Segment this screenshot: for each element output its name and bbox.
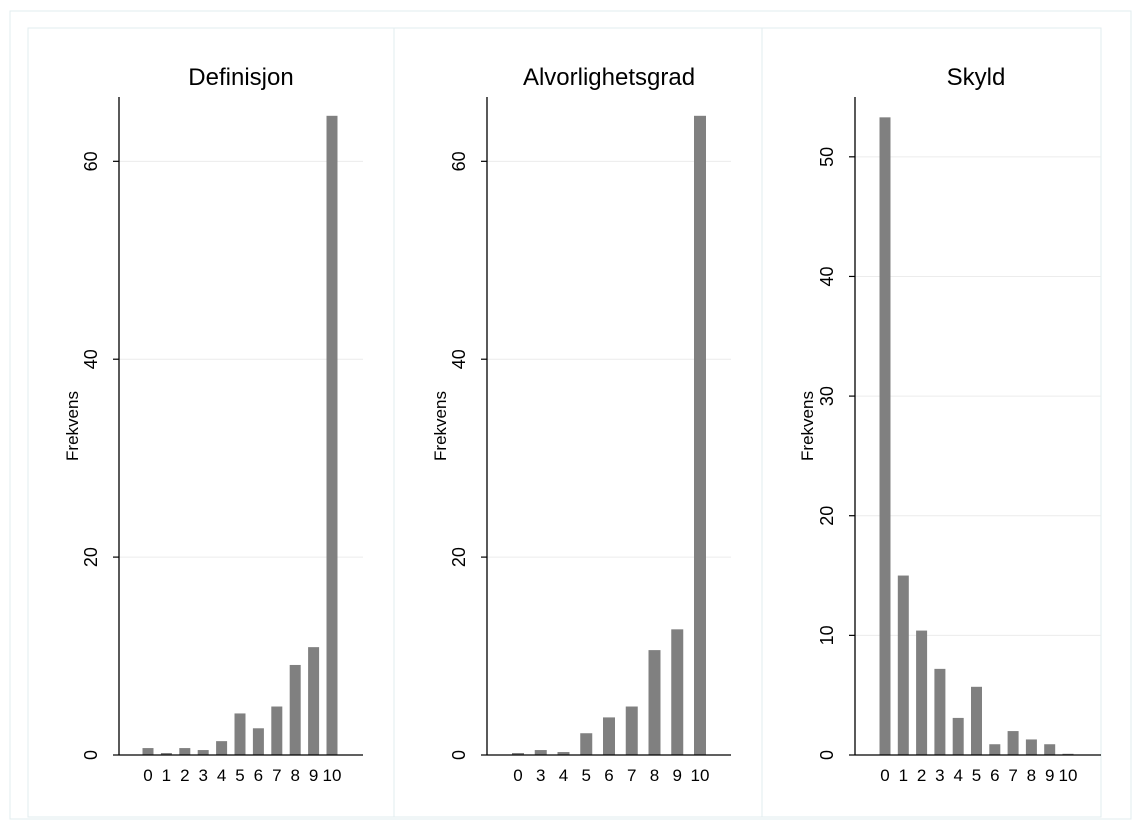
y-tick-label: 20 bbox=[817, 506, 837, 526]
figure-border bbox=[9, 10, 1132, 820]
bar-4 bbox=[216, 741, 228, 755]
bar-5 bbox=[971, 686, 982, 755]
x-tick-label: 6 bbox=[604, 766, 613, 785]
bar-0 bbox=[512, 753, 524, 755]
bar-2 bbox=[179, 748, 191, 755]
bar-8 bbox=[289, 664, 301, 755]
bar-0 bbox=[142, 748, 154, 755]
x-tick-label: 1 bbox=[899, 766, 908, 785]
y-tick-label: 0 bbox=[817, 750, 837, 760]
bar-3 bbox=[934, 668, 946, 755]
bar-1 bbox=[897, 575, 909, 755]
chart-title: Alvorlighetsgrad bbox=[523, 64, 695, 91]
bar-7 bbox=[625, 706, 638, 755]
x-tick-label: 4 bbox=[953, 766, 962, 785]
x-tick-label: 8 bbox=[290, 766, 299, 785]
x-tick-label: 8 bbox=[650, 766, 659, 785]
x-tick-label: 3 bbox=[536, 766, 545, 785]
x-tick-label: 10 bbox=[1059, 766, 1078, 785]
y-tick-label: 0 bbox=[449, 750, 469, 760]
x-tick-label: 9 bbox=[1045, 766, 1054, 785]
y-tick-label: 20 bbox=[81, 547, 101, 567]
x-tick-label: 9 bbox=[309, 766, 318, 785]
bar-10 bbox=[694, 115, 706, 756]
bar-5 bbox=[580, 733, 593, 755]
y-tick-label: 10 bbox=[817, 625, 837, 645]
bar-4 bbox=[557, 752, 570, 755]
y-axis-label: Frekvens bbox=[63, 391, 82, 461]
x-tick-label: 7 bbox=[272, 766, 281, 785]
x-tick-label: 10 bbox=[691, 766, 710, 785]
y-tick-label: 60 bbox=[449, 151, 469, 171]
x-tick-label: 4 bbox=[559, 766, 568, 785]
x-tick-label: 7 bbox=[1008, 766, 1017, 785]
x-tick-label: 5 bbox=[582, 766, 591, 785]
y-tick-label: 60 bbox=[81, 151, 101, 171]
x-tick-label: 1 bbox=[162, 766, 171, 785]
bar-2 bbox=[916, 630, 928, 755]
x-tick-label: 7 bbox=[627, 766, 636, 785]
bar-5 bbox=[234, 713, 246, 755]
y-tick-label: 40 bbox=[817, 266, 837, 286]
bar-6 bbox=[252, 728, 264, 755]
x-tick-label: 0 bbox=[513, 766, 522, 785]
bar-3 bbox=[534, 750, 547, 755]
x-tick-label: 0 bbox=[143, 766, 152, 785]
x-tick-label: 3 bbox=[198, 766, 207, 785]
x-tick-label: 10 bbox=[323, 766, 342, 785]
bar-4 bbox=[952, 717, 964, 755]
x-tick-label: 6 bbox=[990, 766, 999, 785]
panel-border bbox=[761, 27, 1102, 818]
bar-7 bbox=[271, 706, 283, 755]
y-tick-label: 50 bbox=[817, 147, 837, 167]
x-tick-label: 4 bbox=[217, 766, 226, 785]
bar-3 bbox=[197, 750, 209, 755]
x-tick-label: 9 bbox=[673, 766, 682, 785]
bar-8 bbox=[1025, 739, 1037, 755]
chart-title: Definisjon bbox=[188, 64, 293, 91]
y-tick-label: 0 bbox=[81, 750, 101, 760]
bar-6 bbox=[603, 717, 615, 755]
y-axis-label: Frekvens bbox=[798, 391, 817, 461]
bar-8 bbox=[648, 650, 661, 755]
bar-9 bbox=[1044, 744, 1056, 755]
bar-7 bbox=[1007, 731, 1019, 755]
panel-border bbox=[27, 27, 395, 818]
chart-title: Skyld bbox=[947, 64, 1006, 91]
bar-9 bbox=[308, 647, 320, 755]
x-tick-label: 8 bbox=[1027, 766, 1036, 785]
x-tick-label: 5 bbox=[972, 766, 981, 785]
bar-6 bbox=[989, 744, 1001, 755]
x-tick-label: 5 bbox=[235, 766, 244, 785]
x-tick-label: 3 bbox=[935, 766, 944, 785]
bar-9 bbox=[671, 629, 684, 755]
x-tick-label: 2 bbox=[180, 766, 189, 785]
x-tick-label: 0 bbox=[880, 766, 889, 785]
y-tick-label: 40 bbox=[81, 349, 101, 369]
bar-1 bbox=[160, 753, 172, 755]
bar-0 bbox=[879, 117, 891, 755]
bar-10 bbox=[326, 115, 338, 756]
y-tick-label: 40 bbox=[449, 349, 469, 369]
x-tick-label: 2 bbox=[917, 766, 926, 785]
y-axis-label: Frekvens bbox=[431, 391, 450, 461]
x-tick-label: 6 bbox=[254, 766, 263, 785]
y-tick-label: 30 bbox=[817, 386, 837, 406]
y-tick-label: 20 bbox=[449, 547, 469, 567]
